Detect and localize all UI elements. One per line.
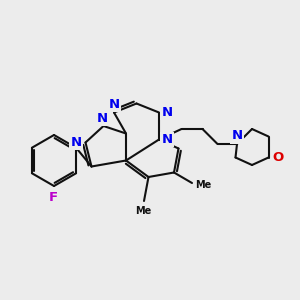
Text: O: O <box>272 151 284 164</box>
Text: Me: Me <box>195 179 212 190</box>
Text: F: F <box>49 191 58 204</box>
Text: Me: Me <box>135 206 152 216</box>
Text: N: N <box>162 106 173 119</box>
Text: N: N <box>70 136 82 149</box>
Text: N: N <box>97 112 108 125</box>
Text: N: N <box>108 98 120 111</box>
Text: N: N <box>231 129 243 142</box>
Text: N: N <box>162 133 173 146</box>
